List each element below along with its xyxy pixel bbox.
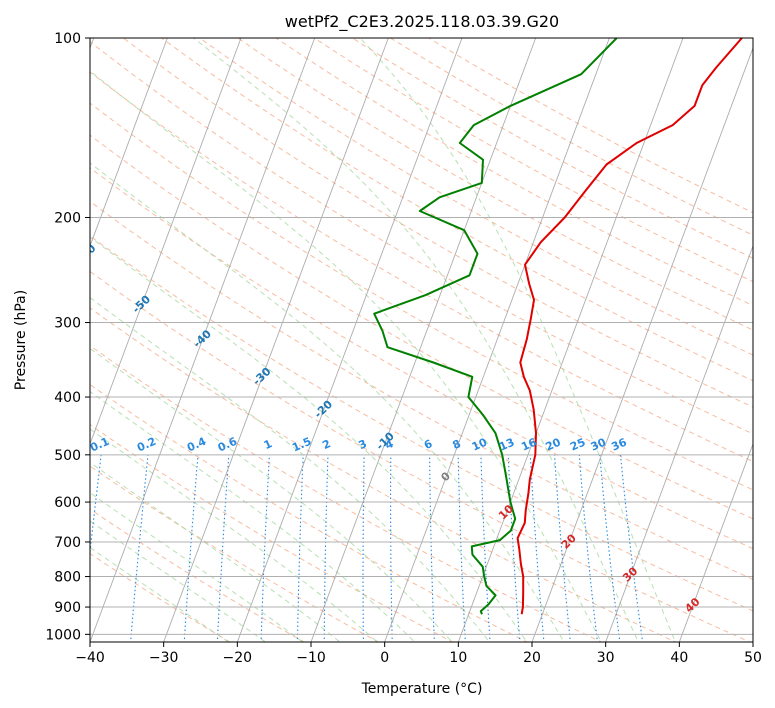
- moist-adiabat: [192, 38, 639, 642]
- moist-adiabat: [90, 428, 378, 642]
- isotherm: [678, 442, 753, 642]
- moist-adiabat: [90, 162, 565, 642]
- dewpoint-profile: [373, 38, 618, 615]
- isotherm: [163, 38, 389, 642]
- isotherm: [605, 244, 753, 642]
- mixing-ratio-line: [480, 454, 491, 642]
- isotherm: [90, 38, 242, 446]
- background-lines: [90, 38, 753, 642]
- mixing-ratio-line: [390, 454, 393, 642]
- dry-adiabat: [90, 423, 454, 642]
- mixing-ratio-line: [323, 454, 329, 642]
- x-tick-label: 10: [449, 650, 467, 666]
- isotherm: [90, 38, 316, 642]
- isotherm: [310, 38, 537, 642]
- y-tick-label: 200: [54, 211, 81, 227]
- x-tick-label: 30: [597, 650, 615, 666]
- mixing-ratio-line: [362, 454, 365, 642]
- y-axis-label: Pressure (hPa): [13, 290, 29, 390]
- mixing-ratio-line: [90, 454, 102, 557]
- isotherm: [236, 38, 463, 642]
- moist-adiabat: [90, 390, 416, 642]
- dry-adiabat: [90, 307, 677, 642]
- moist-adiabat: [90, 70, 602, 642]
- x-tick-label: −20: [223, 650, 253, 666]
- mixing-ratio-line: [183, 454, 199, 642]
- dry-adiabat: [90, 270, 751, 642]
- dry-adiabat: [90, 508, 305, 642]
- moist-adiabat: [90, 236, 528, 642]
- isotherm: [531, 46, 753, 642]
- moist-adiabat: [90, 546, 230, 642]
- dry-adiabat: [275, 38, 753, 307]
- dry-adiabat: [198, 38, 753, 356]
- dry-adiabat: [90, 167, 753, 550]
- x-axis-label: Temperature (°C): [361, 681, 483, 697]
- mixing-ratio-line: [296, 454, 304, 642]
- dry-adiabat: [90, 345, 603, 642]
- inline-labels: -100-90-80-70-60-50-40-30-20-10010203040…: [75, 242, 703, 616]
- mixing-ratio-line: [429, 454, 435, 642]
- mixing-ratio-line: [216, 454, 230, 642]
- y-tick-label: 1000: [45, 627, 81, 643]
- mixing-ratio-line: [260, 454, 270, 642]
- temperature-profile: [516, 38, 743, 615]
- mixing-ratio-line: [578, 454, 598, 642]
- profile-series: [373, 38, 743, 615]
- moist-adiabat: [90, 520, 267, 642]
- y-tick-label: 400: [54, 390, 81, 406]
- dry-adiabat: [90, 200, 753, 580]
- mixing-ratio-line: [457, 454, 466, 642]
- x-tick-label: −40: [75, 650, 105, 666]
- mixing-ratio-label: 36: [609, 435, 629, 453]
- y-tick-label: 600: [54, 495, 81, 511]
- dry-adiabat: [90, 102, 753, 491]
- isotherm: [90, 38, 168, 248]
- x-axis-ticks: −40 −30 −20 −10 0 10 20 30 40 50: [75, 642, 762, 666]
- dry-adiabat: [160, 38, 753, 382]
- y-tick-label: 700: [54, 535, 81, 551]
- y-tick-label: 100: [54, 31, 81, 47]
- pressure-gridlines: [90, 38, 753, 635]
- isotherm-label: -60: [75, 242, 99, 265]
- y-tick-label: 500: [54, 448, 81, 464]
- y-tick-label: 800: [54, 570, 81, 586]
- isotherm: [384, 38, 610, 642]
- chart-title: wetPf2_C2E3.2025.118.03.39.G20: [285, 12, 559, 32]
- moist-adiabat: [359, 38, 676, 642]
- x-tick-label: −30: [149, 650, 179, 666]
- mixing-ratio-label: 13: [497, 436, 516, 454]
- y-axis-ticks: 100 200 300 400 500 600 700 800 900 1000: [45, 31, 90, 643]
- moist-adiabat: [90, 347, 453, 642]
- x-tick-label: −10: [296, 650, 326, 666]
- x-tick-label: 20: [523, 650, 541, 666]
- y-tick-label: 300: [54, 316, 81, 332]
- y-tick-label: 900: [54, 600, 81, 616]
- mixing-ratio-label: 20: [544, 435, 564, 453]
- dry-adiabat: [90, 383, 528, 642]
- mixing-ratio-line: [529, 454, 545, 642]
- dry-adiabat: [90, 552, 231, 642]
- mixing-ratio-label: 25: [568, 436, 587, 454]
- mixing-ratio-label: 10: [470, 435, 490, 453]
- x-tick-label: 40: [670, 650, 688, 666]
- mixing-ratio-line: [554, 454, 571, 642]
- moist-adiabat: [90, 297, 491, 642]
- mixing-ratio-label: 30: [589, 435, 609, 453]
- dry-adiabat: [90, 41, 753, 435]
- mixing-ratio-label: 16: [519, 435, 539, 453]
- x-tick-label: 50: [744, 650, 762, 666]
- plot-frame: [89, 37, 754, 643]
- x-tick-label: 0: [380, 650, 389, 666]
